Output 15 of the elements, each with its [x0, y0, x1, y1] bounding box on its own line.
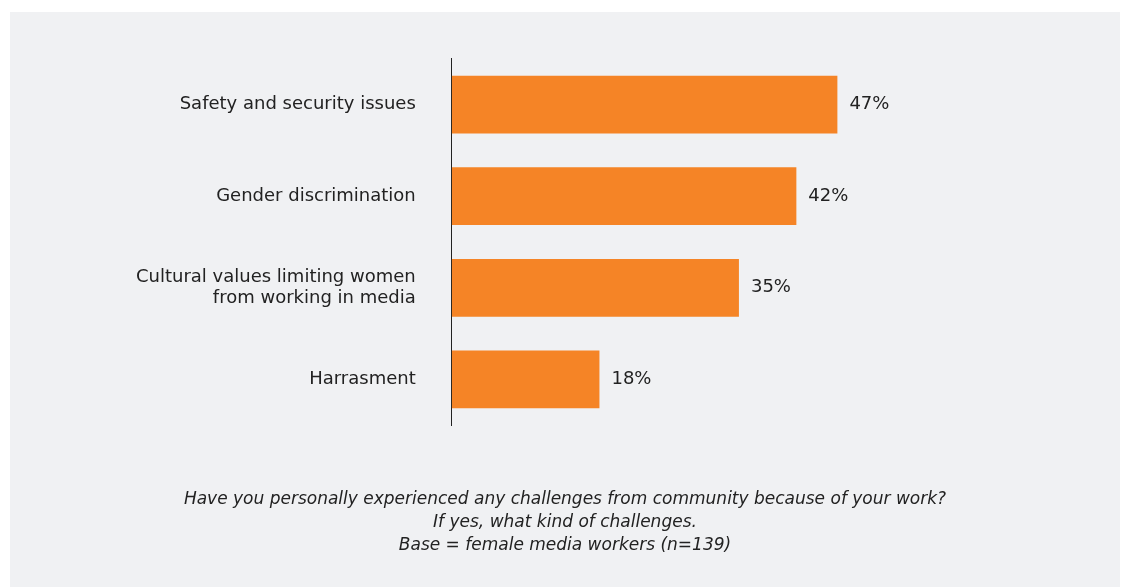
bar	[451, 258, 739, 317]
data-label: 42%	[808, 183, 849, 205]
y-tick-label: Gender discrimination	[216, 183, 416, 205]
text: If yes, what kind of challenges.	[432, 510, 698, 533]
data-label: 47%	[849, 92, 890, 114]
text: Base = female media workers (n=139)	[397, 533, 733, 556]
data-label: 18%	[611, 367, 652, 389]
bar	[451, 75, 838, 134]
data-label: 35%	[750, 275, 791, 297]
bar	[451, 350, 600, 409]
y-tick-label: Safety and security issues	[179, 92, 416, 114]
y-tick-label: Harrasment	[309, 367, 416, 389]
bar	[451, 167, 797, 226]
y-tick-label: Cultural values limiting women from working in media	[136, 264, 416, 308]
text: Have you personally experienced any challenges from community because of your work?	[182, 487, 948, 510]
